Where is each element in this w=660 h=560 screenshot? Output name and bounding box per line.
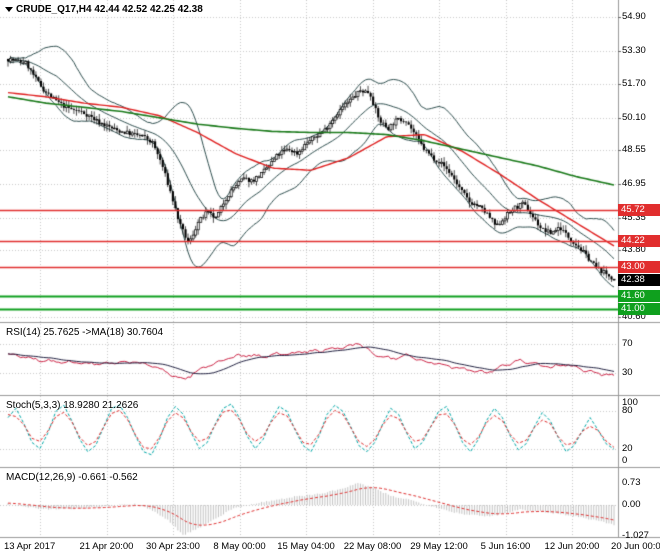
price-tick-label: 53.30 [622,44,646,56]
date-label: 8 May 00:00 [213,541,266,552]
chart-dropdown-icon[interactable] [5,7,13,12]
date-label: 15 May 04:00 [277,541,335,552]
stoch-axis-tick: 100 [622,397,638,408]
price-level-badge: 42.38 [618,273,660,286]
macd-axis-tick: 0.00 [622,499,641,510]
symbol-ohlc-label: CRUDE_Q17,H4 42.44 42.52 42.25 42.38 [16,4,203,15]
price-tick-label: 51.70 [622,78,646,90]
stochastic-indicator-label: Stoch(5,3,3) 18.9280 21.2626 [6,400,139,411]
date-label: 21 Apr 20:00 [79,541,134,552]
stoch-axis-tick: 0 [622,455,628,466]
macd-axis-tick: 0.73 [622,477,641,489]
rsi-axis-tick: 30 [622,366,633,378]
price-tick-label: 43.80 [622,244,646,256]
stoch-axis-tick: 20 [622,442,633,454]
price-tick-label: 54.90 [622,11,646,22]
date-label: 13 Apr 2017 [4,541,56,552]
date-label: 5 Jun 16:00 [480,541,531,552]
date-label: 22 May 08:00 [343,541,402,552]
date-label: 20 Jun 00:00 [611,541,660,552]
price-level-badge: 45.72 [618,203,660,216]
date-label: 30 Apr 23:00 [146,541,200,552]
date-label: 12 Jun 20:00 [544,541,600,552]
price-tick-label: 46.95 [622,177,646,189]
macd-axis-tick: -1.027 [622,529,649,541]
price-level-badge: 44.22 [618,235,660,248]
price-tick-label: 40.60 [622,311,646,323]
stoch-axis-tick: 80 [622,405,633,417]
rsi-axis-tick: 70 [622,338,633,350]
price-tick-label: 50.10 [622,111,646,123]
date-label: 29 May 12:00 [410,541,468,552]
price-tick-label: 45.35 [622,211,646,223]
price-level-badge: 43.00 [618,260,660,273]
price-tick-label: 48.55 [622,144,646,156]
macd-indicator-label: MACD(12,26,9) -0.661 -0.562 [6,472,138,483]
price-level-badge: 41.60 [618,290,660,303]
rsi-indicator-label: RSI(14) 25.7625 ->MA(18) 30.7604 [6,327,164,338]
price-level-badge: 41.00 [618,302,660,315]
